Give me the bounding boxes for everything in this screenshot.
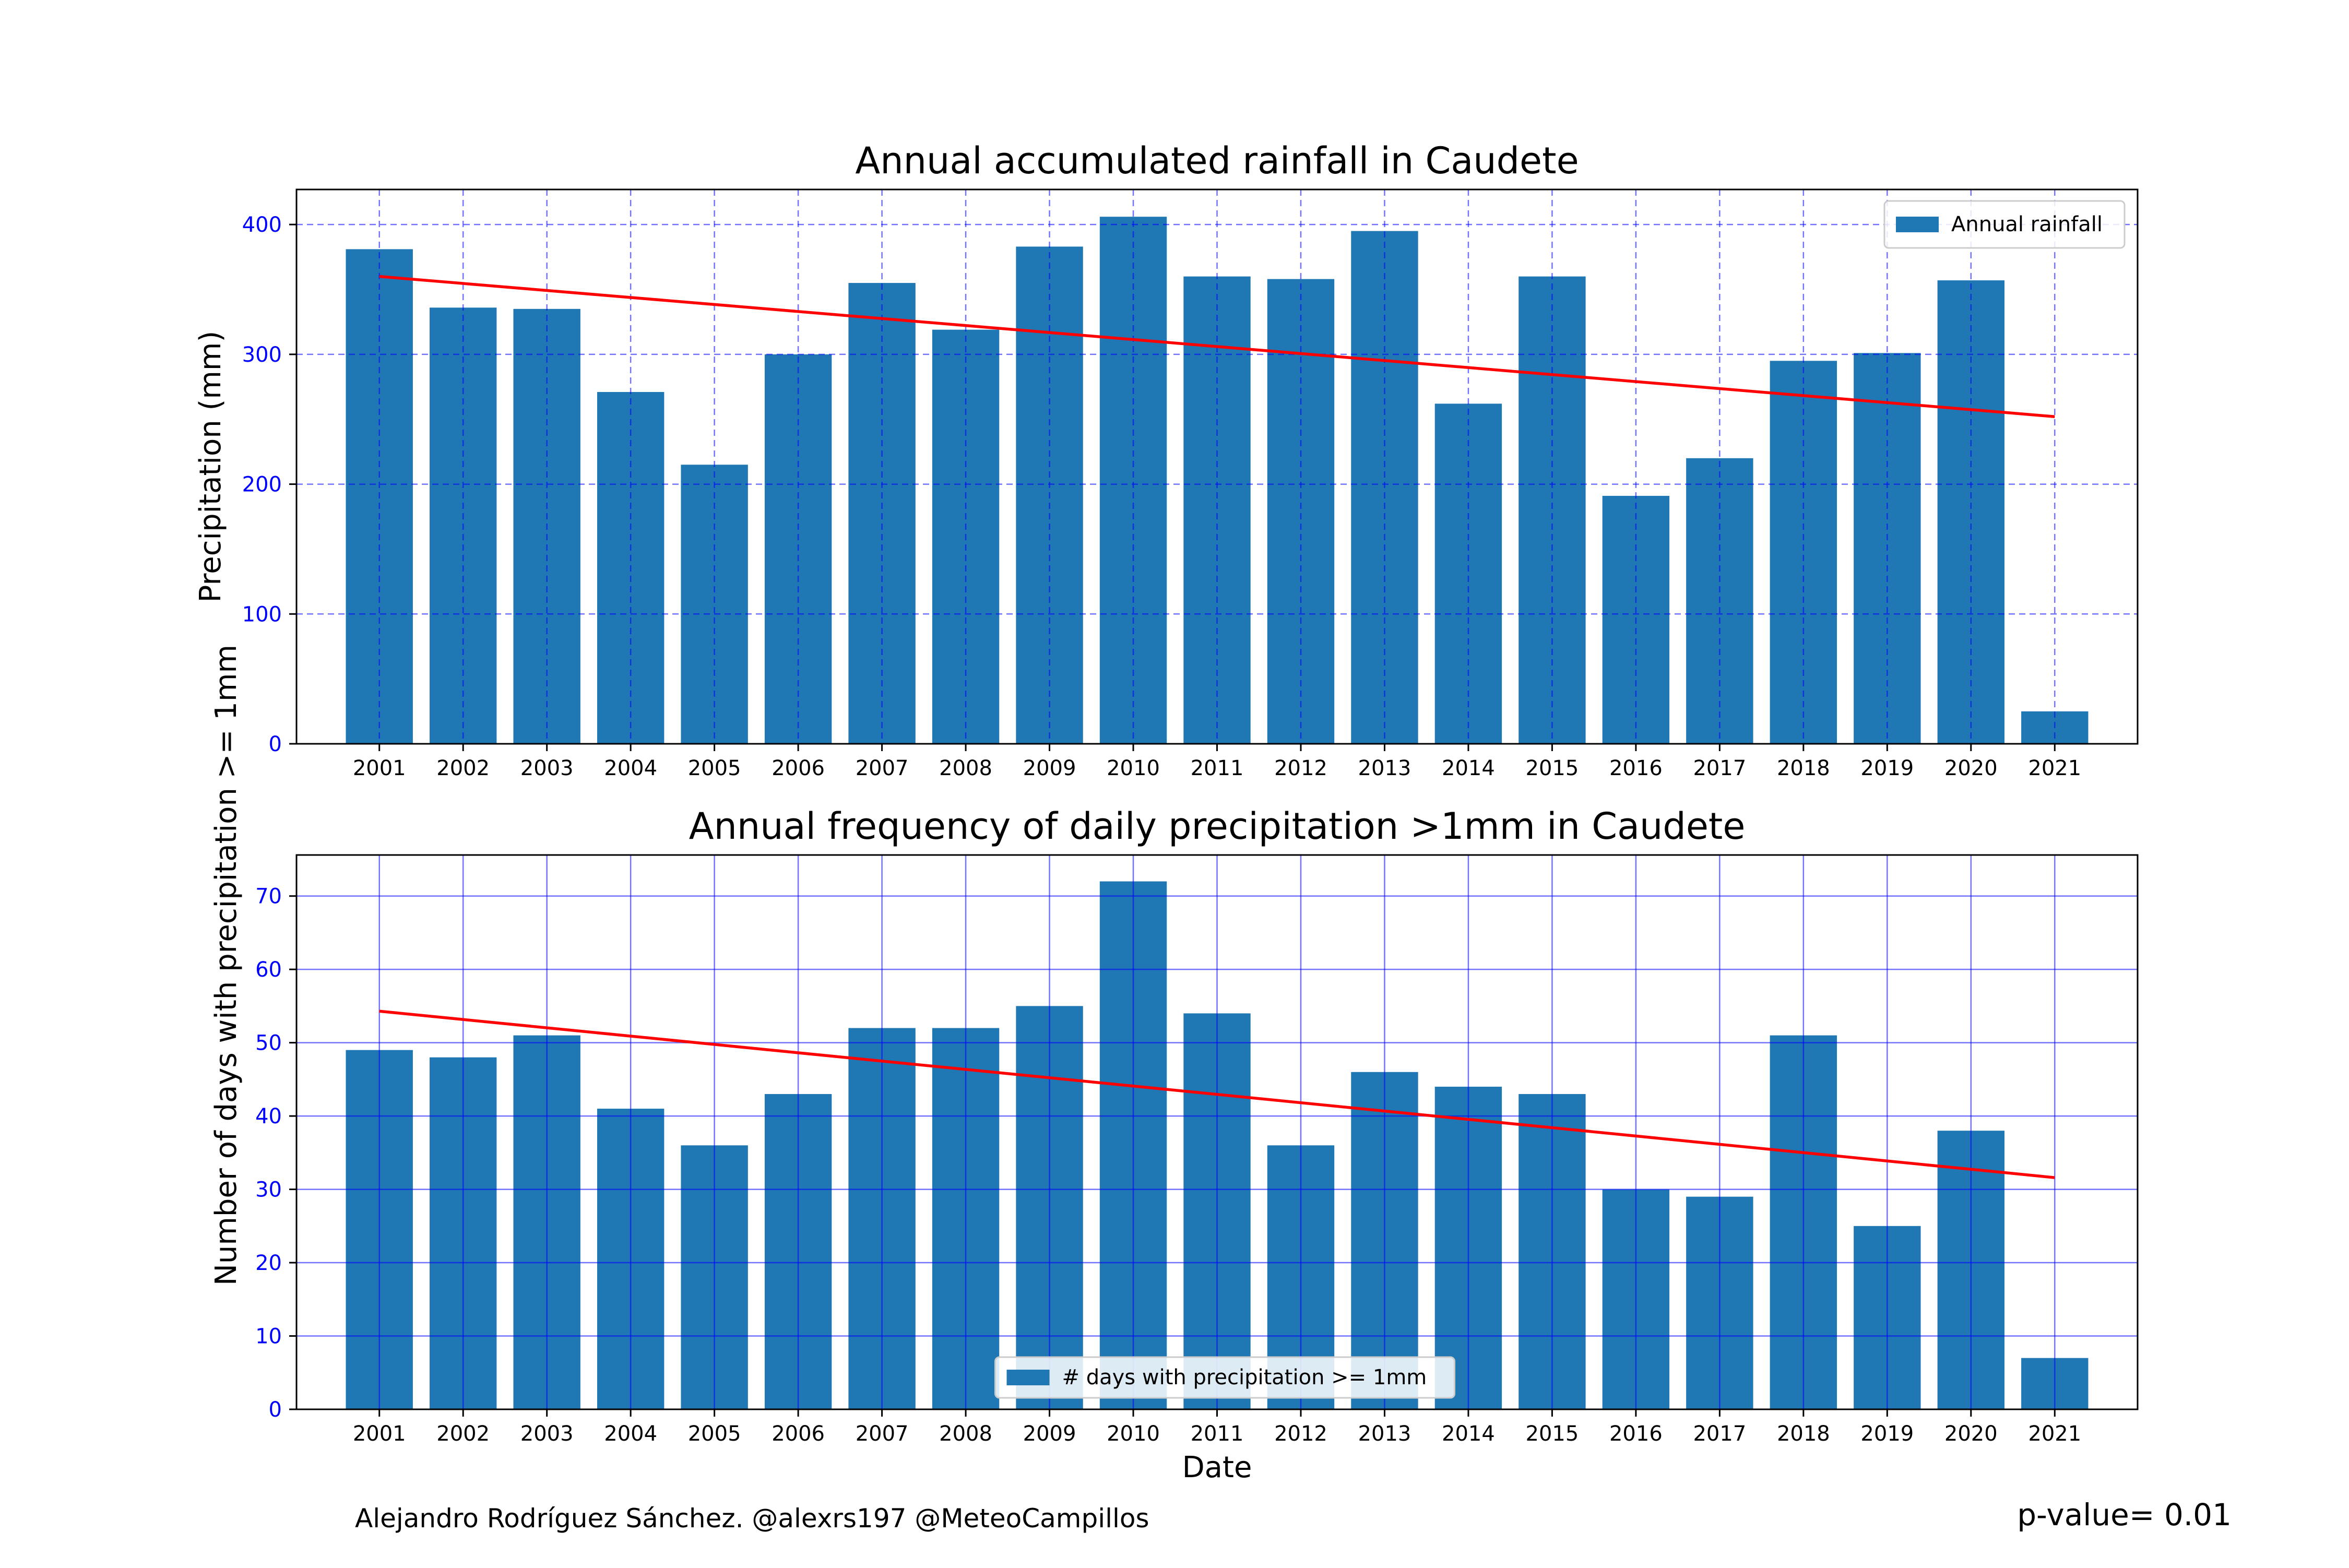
chart-panel-2: 2001 2002 2003 2004 2005 2006 2007 2008 2009 2010… bbox=[209, 645, 2139, 1484]
ytick-label-100: 100 bbox=[242, 602, 282, 626]
trend-line bbox=[379, 275, 2055, 418]
ytick-label-200: 200 bbox=[242, 473, 282, 497]
xtick-label-2016: 2016 bbox=[1609, 756, 1663, 780]
ytick-label-40: 40 bbox=[255, 1104, 282, 1129]
xtick-label-2009: 2009 bbox=[1023, 1422, 1076, 1446]
xtick-label-2015: 2015 bbox=[1526, 756, 1579, 780]
footer-author: Alejandro Rodríguez Sánchez. @alexrs197 … bbox=[355, 1503, 1149, 1534]
xtick-label-2001: 2001 bbox=[353, 756, 406, 780]
xtick-label-2018: 2018 bbox=[1777, 756, 1830, 780]
legend-label: Annual rainfall bbox=[1951, 212, 2103, 236]
trend-line bbox=[379, 1009, 2055, 1179]
xtick-label-2005: 2005 bbox=[688, 1422, 741, 1446]
xtick-label-2021: 2021 bbox=[2028, 756, 2081, 780]
xtick-label-2008: 2008 bbox=[939, 1422, 992, 1446]
xtick-label-2013: 2013 bbox=[1358, 1422, 1411, 1446]
legend-box bbox=[1883, 200, 2126, 249]
ytick-label-30: 30 bbox=[255, 1178, 282, 1202]
bar-2005 bbox=[681, 465, 748, 744]
bar-2014 bbox=[1434, 403, 1502, 744]
ytick-label-70: 70 bbox=[255, 885, 282, 909]
xtick-label-2015: 2015 bbox=[1526, 1422, 1579, 1446]
y-axis-label: Number of days with precipitation >= 1mm bbox=[209, 645, 243, 1286]
ytick-label-20: 20 bbox=[255, 1251, 282, 1275]
xtick-label-2014: 2014 bbox=[1442, 756, 1495, 780]
ytick-label-0: 0 bbox=[269, 732, 282, 756]
xtick-label-2003: 2003 bbox=[520, 756, 574, 780]
xtick-label-2011: 2011 bbox=[1191, 756, 1244, 780]
xtick-label-2006: 2006 bbox=[772, 1422, 825, 1446]
xtick-label-2001: 2001 bbox=[353, 1422, 406, 1446]
xtick-label-2008: 2008 bbox=[939, 756, 992, 780]
xtick-label-2005: 2005 bbox=[688, 756, 741, 780]
xtick-label-2014: 2014 bbox=[1442, 1422, 1495, 1446]
y-axis-label: Precipitation (mm) bbox=[194, 331, 228, 603]
xtick-label-2010: 2010 bbox=[1107, 756, 1160, 780]
xtick-label-2019: 2019 bbox=[1860, 1422, 1914, 1446]
ytick-label-400: 400 bbox=[242, 213, 282, 237]
xtick-label-2004: 2004 bbox=[604, 1422, 657, 1446]
xtick-label-2019: 2019 bbox=[1860, 756, 1914, 780]
xtick-label-2012: 2012 bbox=[1274, 756, 1327, 780]
xtick-label-2003: 2003 bbox=[520, 1422, 574, 1446]
xtick-label-2011: 2011 bbox=[1191, 1422, 1244, 1446]
ytick-label-10: 10 bbox=[255, 1325, 282, 1349]
legend-label: # days with precipitation >= 1mm bbox=[1062, 1365, 1427, 1389]
xtick-label-2017: 2017 bbox=[1693, 756, 1746, 780]
xtick-label-2020: 2020 bbox=[1944, 1422, 1998, 1446]
xtick-label-2002: 2002 bbox=[436, 756, 490, 780]
ytick-label-50: 50 bbox=[255, 1031, 282, 1055]
xtick-label-2018: 2018 bbox=[1777, 1422, 1830, 1446]
footer-pvalue: p-value= 0.01 bbox=[2017, 1497, 2232, 1533]
chart-title: Annual frequency of daily precipitation … bbox=[689, 805, 1746, 848]
xtick-label-2002: 2002 bbox=[436, 1422, 490, 1446]
xtick-label-2017: 2017 bbox=[1693, 1422, 1746, 1446]
ytick-label-300: 300 bbox=[242, 343, 282, 367]
legend-swatch bbox=[1006, 1370, 1050, 1385]
chart-panel-1: 2001 2002 2003 2004 2005 2006 2007 2008 2009 2010… bbox=[194, 139, 2139, 780]
ytick-label-60: 60 bbox=[255, 958, 282, 982]
xtick-label-2021: 2021 bbox=[2028, 1422, 2081, 1446]
xtick-label-2010: 2010 bbox=[1107, 1422, 1160, 1446]
ytick-label-0: 0 bbox=[269, 1398, 282, 1422]
legend-swatch bbox=[1896, 217, 1939, 232]
xtick-label-2009: 2009 bbox=[1023, 756, 1076, 780]
chart-title: Annual accumulated rainfall in Caudete bbox=[855, 139, 1579, 182]
xtick-label-2016: 2016 bbox=[1609, 1422, 1663, 1446]
xtick-label-2007: 2007 bbox=[856, 756, 909, 780]
xtick-label-2012: 2012 bbox=[1274, 1422, 1327, 1446]
legend-box bbox=[994, 1356, 1455, 1399]
xtick-label-2007: 2007 bbox=[856, 1422, 909, 1446]
xtick-label-2006: 2006 bbox=[772, 756, 825, 780]
xtick-label-2013: 2013 bbox=[1358, 756, 1411, 780]
xtick-label-2004: 2004 bbox=[604, 756, 657, 780]
x-axis-label: Date bbox=[1182, 1451, 1252, 1484]
xtick-label-2020: 2020 bbox=[1944, 756, 1998, 780]
